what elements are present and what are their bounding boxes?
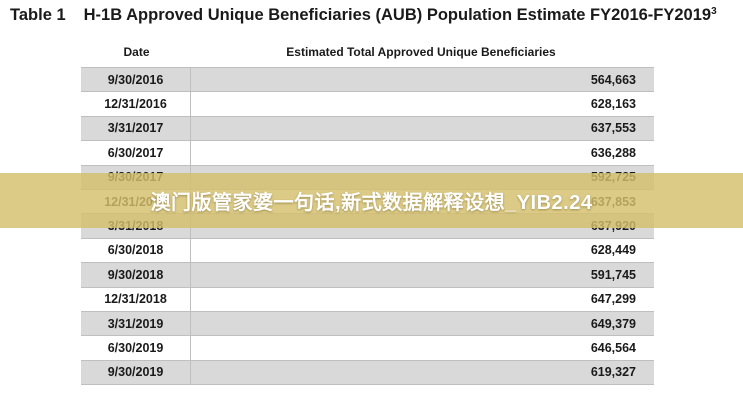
estimate-cell: 647,299 (590, 292, 636, 307)
estimate-cell: 637,553 (590, 121, 636, 136)
table-row: 9/30/2018 591,745 (81, 263, 654, 288)
estimate-cell: 646,564 (590, 340, 636, 355)
estimate-cell: 649,379 (590, 316, 636, 331)
estimate-cell: 619,327 (590, 365, 636, 380)
estimate-cell: 564,663 (590, 72, 636, 87)
table-number: Table 1 (10, 6, 66, 24)
table-row: 6/30/2018 628,449 (81, 238, 654, 264)
date-cell: 6/30/2018 (81, 238, 191, 263)
table-row: 3/31/2017 637,553 (81, 116, 654, 142)
table-title: Table 1 H-1B Approved Unique Beneficiarie… (10, 6, 717, 25)
date-cell: 3/31/2017 (81, 116, 191, 141)
estimate-cell: 628,163 (590, 97, 636, 112)
table-row: 12/31/2016 628,163 (81, 92, 654, 117)
date-cell: 9/30/2016 (81, 68, 191, 92)
banner-text: 澳门版管家婆一句话,新式数据解释设想_YIB2.24 (150, 192, 593, 214)
table-row: 3/31/2019 649,379 (81, 311, 654, 337)
estimate-cell: 628,449 (590, 243, 636, 258)
column-header-estimate: Estimated Total Approved Unique Benefici… (286, 45, 556, 59)
date-cell: 6/30/2019 (81, 336, 191, 360)
table-row: 12/31/2018 647,299 (81, 287, 654, 312)
date-cell: 3/31/2019 (81, 311, 191, 336)
table-row: 9/30/2016 564,663 (81, 68, 654, 93)
date-cell: 6/30/2017 (81, 141, 191, 165)
table-row: 9/30/2019 619,327 (81, 360, 654, 386)
date-cell: 12/31/2016 (81, 92, 191, 116)
overlay-banner: 澳门版管家婆一句话,新式数据解释设想_YIB2.24 (0, 173, 743, 228)
table-row: 6/30/2017 636,288 (81, 141, 654, 166)
date-cell: 9/30/2019 (81, 360, 191, 385)
table-title-text: H-1B Approved Unique Beneficiaries (AUB)… (83, 6, 712, 24)
date-cell: 9/30/2018 (81, 263, 191, 287)
estimate-cell: 636,288 (590, 145, 636, 160)
column-header-date: Date (123, 45, 150, 59)
footnote-marker: 3 (711, 6, 717, 17)
date-cell: 12/31/2018 (81, 287, 191, 311)
estimate-cell: 591,745 (590, 267, 636, 282)
table-row: 6/30/2019 646,564 (81, 336, 654, 361)
